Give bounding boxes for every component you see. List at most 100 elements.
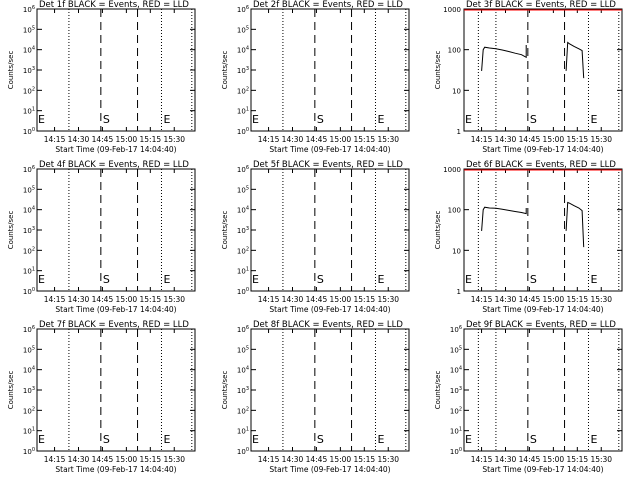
- x-tick-label: 14:30: [68, 135, 90, 144]
- x-axis-label: Start Time (09-Feb-17 14:04:40): [269, 145, 390, 154]
- y-tick-exponent: 0: [32, 127, 35, 133]
- y-tick-exponent: 5: [246, 185, 249, 191]
- y-tick-label: 101: [450, 427, 462, 436]
- x-tick-label: 15:30: [590, 135, 612, 144]
- x-tick-label: 15:30: [377, 135, 399, 144]
- y-tick-exponent: 3: [246, 226, 249, 232]
- events-series-line: [481, 45, 527, 71]
- y-tick-exponent: 4: [32, 206, 35, 212]
- panel-det-2f: Det 2f BLACK = Events, RED = LLD Counts/s…: [221, 0, 410, 154]
- panel-det-7f: Det 7f BLACK = Events, RED = LLD Counts/s…: [7, 320, 196, 474]
- y-axis-label: Counts/sec: [221, 371, 229, 410]
- y-tick-label: 100: [237, 127, 249, 136]
- y-axis-label: Counts/sec: [221, 51, 229, 90]
- y-tick-label: 101: [23, 107, 35, 116]
- x-tick-label: 15:00: [116, 295, 138, 304]
- y-axis-label: Counts/sec: [434, 51, 442, 90]
- panel-title: Det 3f BLACK = Events, RED = LLD: [466, 0, 616, 10]
- panel-det-5f: Det 5f BLACK = Events, RED = LLD Counts/s…: [221, 160, 410, 314]
- y-tick-label: 104: [23, 46, 35, 55]
- y-tick-exponent: 4: [459, 366, 462, 372]
- start-marker: S: [317, 273, 324, 286]
- x-tick-label: 15:00: [543, 455, 565, 464]
- y-tick-label: 101: [23, 427, 35, 436]
- end-marker: E: [590, 273, 597, 286]
- x-tick-label: 15:15: [567, 295, 589, 304]
- x-tick-label: 14:45: [306, 295, 328, 304]
- y-tick-label: 104: [23, 366, 35, 375]
- y-tick-exponent: 2: [459, 406, 462, 412]
- start-marker: S: [530, 433, 537, 446]
- panel-det-8f: Det 8f BLACK = Events, RED = LLD Counts/s…: [221, 320, 410, 474]
- y-tick-exponent: 5: [246, 345, 249, 351]
- y-tick-label: 104: [237, 366, 249, 375]
- x-tick-label: 15:30: [377, 295, 399, 304]
- plot-frame: [36, 8, 196, 132]
- x-tick-label: 14:45: [306, 455, 328, 464]
- y-tick-exponent: 2: [32, 86, 35, 92]
- y-tick-label: 106: [237, 165, 249, 174]
- end-marker: E: [252, 113, 259, 126]
- x-tick-label: 14:30: [495, 455, 517, 464]
- plot-frame: [36, 168, 196, 292]
- end-marker: E: [38, 433, 45, 446]
- plot-frame: [463, 168, 623, 292]
- y-tick-exponent: 4: [246, 366, 249, 372]
- x-tick-label: 14:30: [495, 135, 517, 144]
- x-tick-label: 15:30: [377, 455, 399, 464]
- y-tick-exponent: 6: [32, 325, 35, 331]
- x-tick-label: 15:00: [543, 295, 565, 304]
- x-tick-label: 14:15: [44, 135, 66, 144]
- x-tick-label: 15:00: [116, 135, 138, 144]
- y-tick-label: 106: [237, 325, 249, 334]
- plot-frame: [250, 8, 410, 132]
- y-tick-exponent: 1: [32, 427, 35, 433]
- end-marker: E: [377, 433, 384, 446]
- y-tick-exponent: 3: [32, 66, 35, 72]
- y-tick-label: 103: [450, 386, 462, 395]
- x-tick-label: 15:00: [330, 135, 352, 144]
- y-tick-exponent: 4: [32, 46, 35, 52]
- x-tick-label: 14:15: [44, 295, 66, 304]
- y-tick-label: 100: [237, 447, 249, 456]
- start-marker: S: [530, 273, 537, 286]
- x-tick-label: 14:45: [519, 295, 541, 304]
- panel-title: Det 2f BLACK = Events, RED = LLD: [253, 0, 403, 10]
- plot-frame: [250, 328, 410, 452]
- y-axis-label: Counts/sec: [434, 211, 442, 250]
- y-axis-label: Counts/sec: [434, 371, 442, 410]
- y-tick-exponent: 1: [32, 267, 35, 273]
- y-tick-label: 101: [237, 107, 249, 116]
- x-tick-label: 14:15: [258, 135, 280, 144]
- panel-title: Det 4f BLACK = Events, RED = LLD: [39, 160, 189, 170]
- y-tick-exponent: 0: [32, 447, 35, 453]
- y-tick-exponent: 2: [246, 406, 249, 412]
- x-axis-label: Start Time (09-Feb-17 14:04:40): [55, 465, 176, 474]
- panel-det-6f: Det 6f BLACK = Events, RED = LLD Counts/s…: [434, 160, 623, 314]
- y-tick-exponent: 0: [459, 447, 462, 453]
- y-tick-label: 1: [457, 288, 461, 296]
- x-tick-label: 14:15: [258, 295, 280, 304]
- y-axis-label: Counts/sec: [7, 211, 15, 250]
- y-tick-label: 100: [237, 287, 249, 296]
- end-marker: E: [590, 433, 597, 446]
- y-tick-label: 105: [450, 345, 462, 354]
- y-tick-exponent: 6: [246, 325, 249, 331]
- panel-title: Det 9f BLACK = Events, RED = LLD: [466, 320, 616, 330]
- x-tick-label: 14:30: [282, 455, 304, 464]
- y-tick-exponent: 5: [32, 25, 35, 31]
- y-tick-exponent: 4: [246, 46, 249, 52]
- start-marker: S: [530, 113, 537, 126]
- y-tick-label: 101: [237, 267, 249, 276]
- x-tick-label: 15:15: [567, 135, 589, 144]
- x-axis-label: Start Time (09-Feb-17 14:04:40): [55, 145, 176, 154]
- x-tick-label: 15:30: [163, 135, 185, 144]
- x-tick-label: 15:15: [140, 455, 162, 464]
- x-tick-label: 15:15: [354, 295, 376, 304]
- x-tick-label: 14:15: [44, 455, 66, 464]
- y-tick-exponent: 3: [246, 386, 249, 392]
- y-tick-label: 100: [448, 47, 461, 55]
- y-tick-exponent: 6: [246, 5, 249, 11]
- x-tick-label: 14:15: [471, 135, 493, 144]
